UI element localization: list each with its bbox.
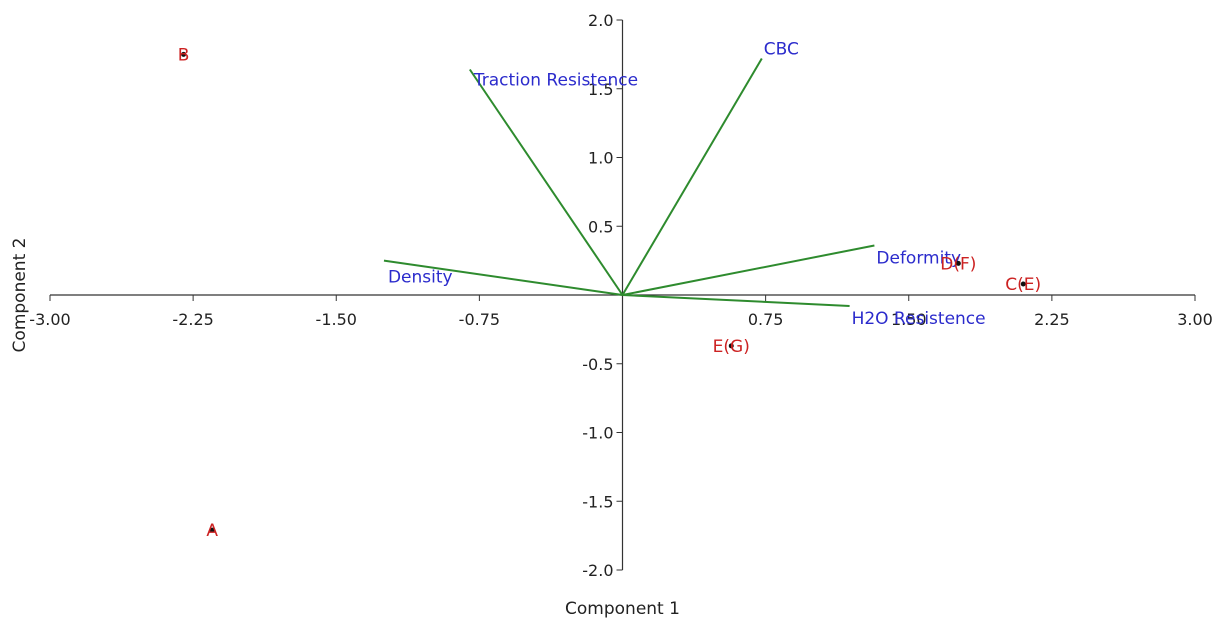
loading-vector: [622, 244, 875, 296]
y-tick-label: -1.5: [582, 492, 613, 511]
point-label: B: [178, 45, 190, 65]
x-tick-label: 0.75: [748, 310, 784, 329]
y-tick-label: -1.0: [582, 424, 613, 443]
y-tick-label: 1.0: [588, 149, 613, 168]
point-labels: B A E(G) D(F) C(E): [178, 45, 1041, 541]
point-label: D(F): [940, 254, 976, 274]
x-tick-label: -2.25: [172, 310, 213, 329]
point-label: E(G): [713, 337, 750, 357]
vector-label: Traction Resistence: [473, 71, 638, 91]
x-tick-label: -0.75: [459, 310, 500, 329]
vector-label: H2O Resistence: [852, 309, 986, 329]
y-tick-label: -0.5: [582, 355, 613, 374]
y-tick-label: 2.0: [588, 11, 613, 30]
loading-vector: [469, 68, 624, 296]
score-point: [728, 343, 734, 349]
vector-labels: Traction Resistence CBC Density Deformity H2…: [388, 40, 986, 330]
loading-vector: [383, 259, 623, 296]
x-tick-label: -3.00: [29, 310, 70, 329]
vector-label: Density: [388, 268, 453, 288]
x-tick-label: 2.25: [1034, 310, 1070, 329]
loading-vector: [621, 57, 763, 296]
y-tick-label: 0.5: [588, 217, 613, 236]
score-point: [955, 260, 961, 266]
point-label: A: [206, 521, 218, 541]
x-tick-label: 3.00: [1177, 310, 1213, 329]
point-label: C(E): [1005, 275, 1041, 295]
loading-vectors: [383, 57, 875, 307]
score-point: [181, 51, 187, 57]
y-tick-label: -2.0: [582, 561, 613, 580]
tick-labels: -3.00 -2.25 -1.50 -0.75 0.75 1.50 2.25 3.00 2.0 1…: [29, 11, 1213, 580]
vector-label: Deformity: [876, 249, 961, 269]
tick-marks: [49, 19, 1196, 571]
vector-label: CBC: [764, 40, 799, 60]
score-point: [1020, 281, 1026, 287]
x-tick-label: 1.50: [891, 310, 927, 329]
score-points: [181, 51, 1026, 533]
x-tick-label: -1.50: [316, 310, 357, 329]
x-axis-title: Component 1: [565, 599, 680, 618]
y-axis-title: Component 2: [10, 238, 30, 353]
score-point: [209, 527, 215, 533]
y-tick-label: 1.5: [588, 80, 613, 99]
loading-vector: [622, 294, 850, 307]
